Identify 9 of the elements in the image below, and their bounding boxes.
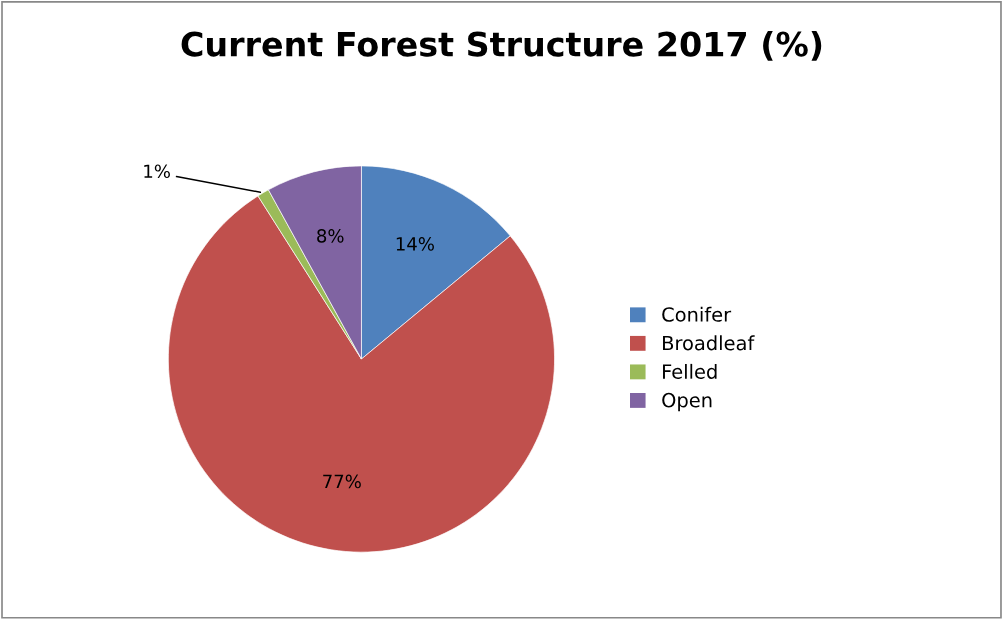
chart-title: Current Forest Structure 2017 (%) [181,30,822,61]
data-label: 77% [323,474,361,489]
legend-label: Open [662,392,712,412]
data-label: 14% [396,237,434,251]
legend-label: Conifer [662,306,732,322]
legend-label: Felled [663,363,717,379]
data-label: 8% [317,229,344,243]
data-label: 1% [144,164,170,179]
legend-label: Broadleaf [663,335,755,351]
